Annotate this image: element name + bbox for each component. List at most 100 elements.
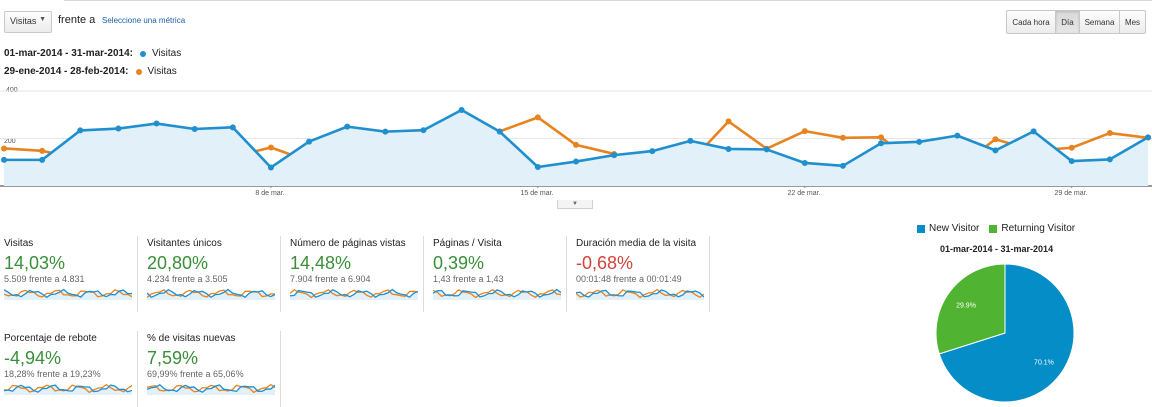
sparkline-current bbox=[4, 384, 132, 393]
current-point-3[interactable] bbox=[77, 127, 84, 134]
versus-label: frente a bbox=[58, 14, 96, 26]
current-point-25[interactable] bbox=[916, 138, 923, 145]
previous-point-15[interactable] bbox=[534, 114, 541, 121]
current-point-4[interactable] bbox=[115, 125, 122, 132]
current-point-20[interactable] bbox=[725, 145, 732, 152]
current-series-dot bbox=[139, 50, 146, 57]
collapse-chart-handle[interactable]: ▼ bbox=[557, 200, 593, 209]
previous-point-22[interactable] bbox=[801, 128, 808, 135]
sparkline-area bbox=[147, 289, 275, 300]
select-metric-link[interactable]: Seleccione una métrica bbox=[102, 16, 186, 25]
previous-point-16[interactable] bbox=[573, 141, 579, 148]
current-point-17[interactable] bbox=[611, 152, 618, 159]
metric-card-unique-visitors[interactable]: Visitantes únicos 20,80% 4.234 frente a … bbox=[143, 236, 281, 312]
previous-point-1[interactable] bbox=[1, 145, 7, 152]
metric-label: Visitantes únicos bbox=[147, 238, 222, 249]
metric-compare: 5.509 frente a 4.831 bbox=[4, 274, 85, 284]
current-point-5[interactable] bbox=[153, 120, 160, 127]
sparkline-area bbox=[4, 385, 132, 395]
sparkline-previous bbox=[4, 289, 132, 298]
previous-point-27[interactable] bbox=[992, 136, 999, 143]
metric-card-pageviews[interactable]: Número de páginas vistas 14,48% 7.904 fr… bbox=[286, 236, 424, 312]
current-point-2[interactable] bbox=[39, 156, 46, 163]
metric-label: % de visitas nuevas bbox=[147, 333, 236, 344]
current-point-22[interactable] bbox=[801, 159, 808, 166]
metric-compare: 00:01:48 frente a 00:01:49 bbox=[576, 274, 682, 284]
current-point-14[interactable] bbox=[496, 128, 503, 135]
legend-new-visitor-label: New Visitor bbox=[929, 223, 980, 234]
legend-returning-visitor[interactable]: Returning Visitor bbox=[989, 223, 1075, 234]
x-tick-8-mar: 8 de mar. bbox=[255, 190, 285, 197]
current-point-24[interactable] bbox=[878, 140, 885, 147]
day-button[interactable]: Día bbox=[1055, 10, 1080, 34]
pie-slice-returning-visitor[interactable] bbox=[935, 263, 1006, 355]
current-point-12[interactable] bbox=[420, 127, 427, 134]
legend-new-visitor[interactable]: New Visitor bbox=[917, 223, 979, 234]
current-point-7[interactable] bbox=[229, 124, 236, 131]
current-point-28[interactable] bbox=[1030, 128, 1037, 135]
granularity-toggle: Cada hora Día Semana Mes bbox=[1006, 10, 1146, 34]
current-point-27[interactable] bbox=[992, 147, 999, 154]
current-point-9[interactable] bbox=[306, 138, 313, 145]
month-button[interactable]: Mes bbox=[1119, 10, 1146, 34]
metric-card-visits[interactable]: Visitas 14,03% 5.509 frente a 4.831 bbox=[0, 236, 138, 312]
legend-returning-visitor-label: Returning Visitor bbox=[1001, 223, 1076, 234]
current-point-21[interactable] bbox=[763, 146, 770, 153]
metric-compare: 1,43 frente a 1,43 bbox=[433, 274, 504, 284]
previous-point-29[interactable] bbox=[1068, 144, 1075, 151]
metric-card-new-visits[interactable]: % de visitas nuevas 7,59% 69,99% frente … bbox=[143, 331, 281, 407]
current-point-29[interactable] bbox=[1068, 158, 1075, 165]
current-point-23[interactable] bbox=[839, 162, 846, 169]
current-point-13[interactable] bbox=[458, 107, 465, 113]
metric-card-avg-duration[interactable]: Duración media de la visita -0,68% 00:01… bbox=[572, 236, 710, 312]
metric-label: Porcentaje de rebote bbox=[4, 333, 97, 344]
week-button[interactable]: Semana bbox=[1079, 10, 1120, 34]
previous-point-24[interactable] bbox=[878, 134, 885, 141]
metric-card-pages-per-visit[interactable]: Páginas / Visita 0,39% 1,43 frente a 1,4… bbox=[429, 236, 567, 312]
current-point-8[interactable] bbox=[267, 164, 274, 171]
hourly-button[interactable]: Cada hora bbox=[1006, 10, 1056, 34]
x-tick-22-mar: 22 de mar. bbox=[787, 190, 821, 197]
current-point-15[interactable] bbox=[534, 164, 541, 170]
current-point-1[interactable] bbox=[1, 156, 7, 163]
previous-series-label: Visitas bbox=[147, 66, 177, 77]
current-point-26[interactable] bbox=[954, 132, 961, 139]
previous-point-8[interactable] bbox=[267, 144, 274, 151]
metric-change: 14,48% bbox=[290, 253, 352, 273]
metric-change: -0,68% bbox=[576, 253, 634, 273]
pie-slice-new-visitor[interactable] bbox=[938, 263, 1075, 403]
current-point-18[interactable] bbox=[649, 148, 656, 155]
pie-title: 01-mar-2014 - 31-mar-2014 bbox=[940, 244, 1054, 254]
previous-series-dot bbox=[135, 68, 142, 75]
metric-compare: 7.904 frente a 6.904 bbox=[290, 274, 371, 284]
previous-point-20[interactable] bbox=[725, 118, 732, 125]
sparkline-area bbox=[576, 289, 704, 300]
previous-range-label: 29-ene-2014 - 28-feb-2014: bbox=[4, 66, 129, 77]
current-point-11[interactable] bbox=[382, 128, 389, 135]
previous-point-2[interactable] bbox=[39, 147, 46, 154]
current-point-30[interactable] bbox=[1106, 156, 1113, 163]
current-point-31[interactable] bbox=[1145, 134, 1151, 141]
current-point-10[interactable] bbox=[344, 123, 351, 130]
current-point-16[interactable] bbox=[573, 158, 579, 165]
metric-label: Número de páginas vistas bbox=[290, 238, 406, 249]
metric-select[interactable]: Visitas ▼ bbox=[4, 11, 52, 33]
current-point-6[interactable] bbox=[191, 126, 198, 132]
sparkline bbox=[290, 288, 418, 300]
current-point-19[interactable] bbox=[687, 137, 694, 144]
metric-card-bounce-rate[interactable]: Porcentaje de rebote -4,94% 18,28% frent… bbox=[0, 331, 138, 407]
metric-select-value: Visitas bbox=[10, 16, 37, 26]
current-series-area bbox=[4, 110, 1148, 186]
sparkline-previous bbox=[576, 288, 704, 299]
top-divider bbox=[64, 0, 1152, 1]
pie-label-new-visitor: 70.1% bbox=[1034, 360, 1054, 367]
previous-point-23[interactable] bbox=[839, 134, 846, 141]
visits-line-chart bbox=[0, 90, 1152, 188]
metric-change: -4,94% bbox=[4, 348, 62, 368]
sparkline-current bbox=[576, 289, 704, 298]
metric-change: 20,80% bbox=[147, 253, 209, 273]
x-tick-15-mar: 15 de mar. bbox=[520, 190, 554, 197]
metric-compare: 18,28% frente a 19,23% bbox=[4, 369, 101, 379]
previous-point-30[interactable] bbox=[1106, 130, 1113, 137]
sparkline-previous bbox=[290, 288, 418, 299]
